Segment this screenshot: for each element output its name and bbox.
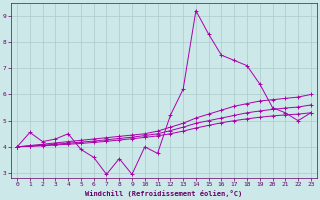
X-axis label: Windchill (Refroidissement éolien,°C): Windchill (Refroidissement éolien,°C)	[85, 190, 243, 197]
